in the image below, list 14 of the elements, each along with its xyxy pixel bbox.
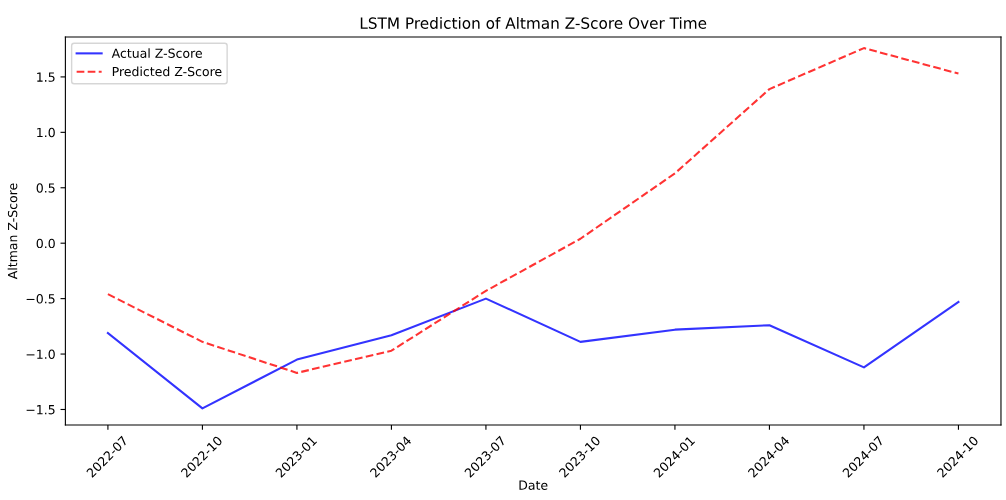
legend-label: Predicted Z-Score — [112, 66, 222, 77]
y-tick-label: 0.5 — [36, 183, 55, 193]
y-tick-label: 1.0 — [37, 127, 55, 138]
y-tick-label: 0.0 — [36, 238, 55, 249]
line-series — [106, 297, 960, 410]
y-axis-title: Altman Z-Score — [7, 183, 18, 280]
y-tick-label: −0.5 — [26, 294, 55, 304]
y-tick-label: −1.0 — [26, 349, 55, 359]
y-tick-label: −1.5 — [26, 405, 55, 415]
line-series — [106, 47, 960, 374]
x-axis-title: Date — [519, 480, 548, 490]
y-tick-label: 1.5 — [37, 72, 55, 82]
chart-title: LSTM Prediction of Altman Z-Score Over Time — [360, 17, 707, 29]
legend-label: Actual Z-Score — [111, 48, 202, 58]
